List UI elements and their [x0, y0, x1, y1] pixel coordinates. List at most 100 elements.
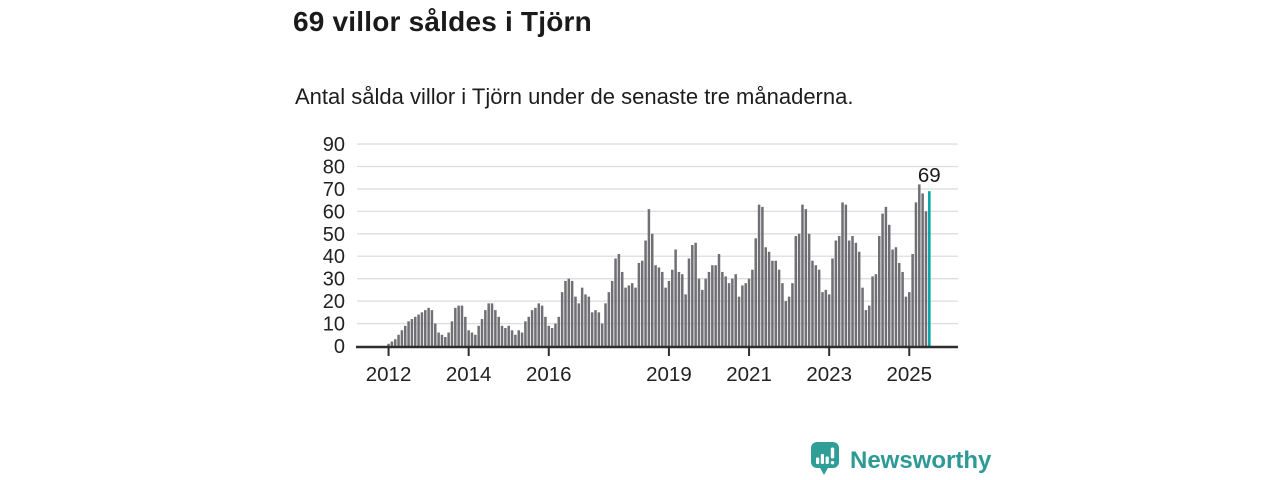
bar — [557, 316, 561, 346]
bar — [817, 269, 821, 346]
bar — [387, 343, 390, 346]
bar — [607, 292, 611, 346]
bar — [841, 202, 844, 346]
bar — [757, 204, 761, 346]
bar — [704, 278, 707, 346]
bar — [717, 254, 721, 346]
y-axis-tick-label: 70 — [323, 179, 345, 201]
bar — [624, 287, 627, 346]
bar — [791, 283, 794, 346]
bar — [908, 292, 911, 346]
bar — [751, 269, 754, 346]
bar — [574, 296, 577, 346]
bar — [477, 325, 480, 346]
bar — [804, 209, 808, 346]
bar — [614, 258, 617, 346]
bar — [921, 193, 924, 346]
bar — [694, 242, 697, 346]
bar — [851, 236, 854, 346]
bar — [651, 233, 654, 346]
bar — [661, 271, 664, 346]
bar — [447, 332, 450, 346]
bar — [684, 294, 687, 346]
bar — [587, 296, 591, 346]
bar — [747, 278, 751, 346]
bar — [627, 285, 631, 346]
bar — [677, 271, 681, 346]
bar — [664, 287, 667, 346]
bar — [687, 258, 691, 346]
bar — [691, 245, 694, 346]
y-axis-tick-label: 40 — [323, 246, 345, 268]
bar — [711, 265, 714, 346]
x-axis-tick-label: 2012 — [366, 363, 412, 386]
bar — [794, 236, 798, 346]
bar — [844, 204, 848, 346]
bar — [480, 319, 484, 346]
bar — [777, 269, 781, 346]
bar — [884, 206, 888, 346]
bar — [490, 303, 494, 346]
bar — [460, 305, 464, 346]
bar — [634, 287, 637, 346]
bar — [470, 332, 474, 346]
bar — [647, 209, 651, 346]
bar — [741, 285, 744, 346]
bar — [507, 325, 510, 346]
bar — [450, 321, 454, 346]
bar — [901, 271, 904, 346]
bar — [837, 236, 841, 346]
bar — [397, 334, 400, 346]
value-annotation: 69 — [918, 164, 941, 187]
x-axis-tick-label: 2019 — [646, 363, 692, 386]
bar — [891, 249, 894, 346]
x-axis-tick-label: 2014 — [446, 363, 492, 386]
bar — [881, 213, 884, 346]
bar — [911, 254, 914, 346]
bar — [674, 249, 677, 346]
bar — [721, 271, 724, 346]
bar — [727, 283, 731, 346]
bar — [784, 301, 788, 346]
bar — [467, 330, 470, 346]
bar — [520, 332, 524, 346]
bar — [560, 292, 564, 346]
highlighted-bar — [928, 191, 931, 346]
bar — [437, 332, 440, 346]
bar — [707, 271, 711, 346]
bar — [414, 316, 417, 346]
chart-title: 69 villor såldes i Tjörn — [293, 6, 592, 37]
bar — [821, 292, 824, 346]
bar — [517, 330, 520, 346]
bar — [898, 262, 901, 346]
bar — [444, 337, 447, 346]
bar — [570, 280, 574, 346]
y-axis-tick-label: 80 — [323, 156, 345, 178]
bar — [767, 251, 771, 346]
bar — [484, 310, 487, 346]
bar — [671, 269, 674, 346]
bar — [580, 287, 584, 346]
bar — [801, 204, 804, 346]
bar — [604, 303, 607, 346]
bar — [464, 316, 467, 346]
bar — [530, 310, 534, 346]
chart-subtitle: Antal sålda villor i Tjörn under de sena… — [295, 84, 854, 109]
bar — [774, 260, 778, 346]
bar — [764, 247, 767, 346]
bar — [410, 319, 414, 346]
bar — [731, 278, 734, 346]
bar — [724, 276, 727, 346]
bar — [834, 240, 838, 346]
y-axis-tick-label: 10 — [323, 314, 345, 336]
bar — [657, 267, 661, 346]
bar — [457, 305, 460, 346]
bar — [417, 314, 420, 346]
bar — [534, 307, 537, 346]
bar — [500, 325, 504, 346]
bar — [407, 321, 410, 346]
bar — [434, 323, 437, 346]
bar — [761, 206, 764, 346]
bar — [787, 296, 791, 346]
